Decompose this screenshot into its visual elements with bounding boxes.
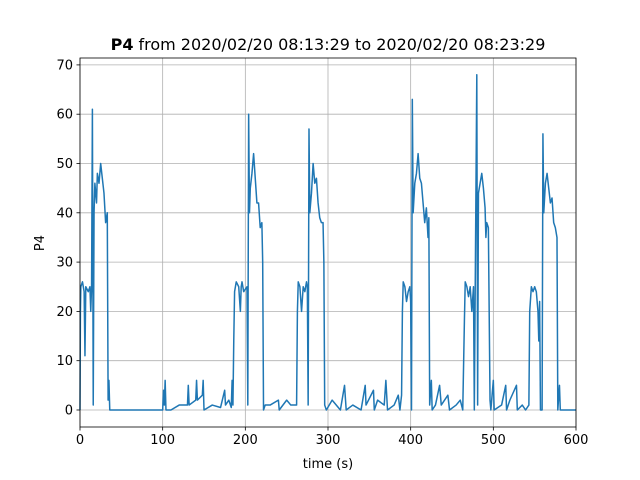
y-tick-label: 40 [56, 206, 73, 221]
chart-title: P4 from 2020/02/20 08:13:29 to 2020/02/20… [111, 35, 546, 54]
axes-frame [79, 57, 577, 428]
y-tick-label: 30 [56, 256, 73, 271]
y-tick-label: 20 [56, 305, 73, 320]
y-tick-label: 0 [65, 403, 73, 418]
x-tick-label: 400 [398, 433, 423, 448]
data-line [79, 74, 576, 411]
y-axis-label: P4 [33, 235, 48, 251]
y-tick-label: 50 [56, 157, 73, 172]
x-tick-label: 600 [564, 433, 589, 448]
title-bold: P4 [111, 35, 134, 54]
x-tick-label: 200 [233, 433, 258, 448]
x-tick-label: 500 [481, 433, 506, 448]
x-tick-label: 100 [150, 433, 175, 448]
y-tick-label: 60 [56, 108, 73, 123]
title-rest: from 2020/02/20 08:13:29 to 2020/02/20 0… [138, 35, 545, 54]
y-tick-label: 10 [56, 354, 73, 369]
x-tick-label: 300 [316, 433, 341, 448]
x-tick-label: 0 [76, 433, 84, 448]
y-tick-label: 70 [56, 58, 73, 73]
x-axis-label: time (s) [303, 457, 353, 472]
